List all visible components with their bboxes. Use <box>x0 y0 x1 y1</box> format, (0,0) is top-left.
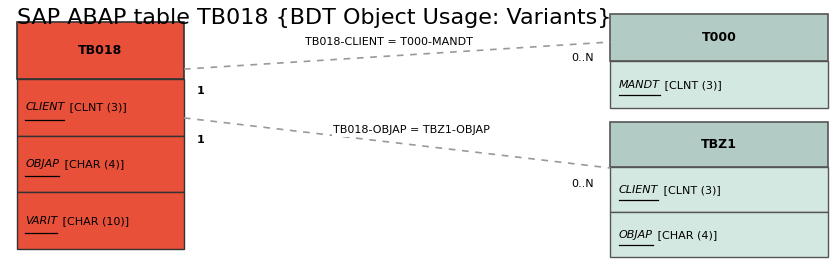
Text: CLIENT: CLIENT <box>619 185 658 195</box>
Bar <box>17 79 184 136</box>
Text: TB018-OBJAP = TBZ1-OBJAP: TB018-OBJAP = TBZ1-OBJAP <box>333 125 490 135</box>
Text: [CHAR (4)]: [CHAR (4)] <box>61 159 124 169</box>
Text: [CLNT (3)]: [CLNT (3)] <box>66 102 127 112</box>
Text: VARIT: VARIT <box>25 216 58 226</box>
Bar <box>610 212 828 257</box>
Bar <box>610 61 828 108</box>
Text: [CHAR (4)]: [CHAR (4)] <box>655 230 717 240</box>
Bar <box>610 14 828 61</box>
Bar <box>610 122 828 167</box>
Text: TB018-CLIENT = T000-MANDT: TB018-CLIENT = T000-MANDT <box>305 37 473 47</box>
Text: MANDT: MANDT <box>619 80 660 90</box>
Text: SAP ABAP table TB018 {BDT Object Usage: Variants}: SAP ABAP table TB018 {BDT Object Usage: … <box>17 8 611 28</box>
Text: [CHAR (10)]: [CHAR (10)] <box>59 216 129 226</box>
Bar <box>610 167 828 212</box>
Bar <box>17 136 184 192</box>
Text: CLIENT: CLIENT <box>25 102 64 112</box>
Text: TB018: TB018 <box>79 44 122 57</box>
Text: OBJAP: OBJAP <box>25 159 59 169</box>
Text: 1: 1 <box>196 135 204 144</box>
Text: [CLNT (3)]: [CLNT (3)] <box>661 80 722 90</box>
Text: 1: 1 <box>196 86 204 96</box>
Text: 0..N: 0..N <box>571 179 594 189</box>
Bar <box>17 22 184 79</box>
Bar <box>17 192 184 249</box>
Text: T000: T000 <box>701 31 737 44</box>
Text: OBJAP: OBJAP <box>619 230 653 240</box>
Text: [CLNT (3)]: [CLNT (3)] <box>660 185 721 195</box>
Text: TBZ1: TBZ1 <box>701 138 737 151</box>
Text: 0..N: 0..N <box>571 53 594 63</box>
